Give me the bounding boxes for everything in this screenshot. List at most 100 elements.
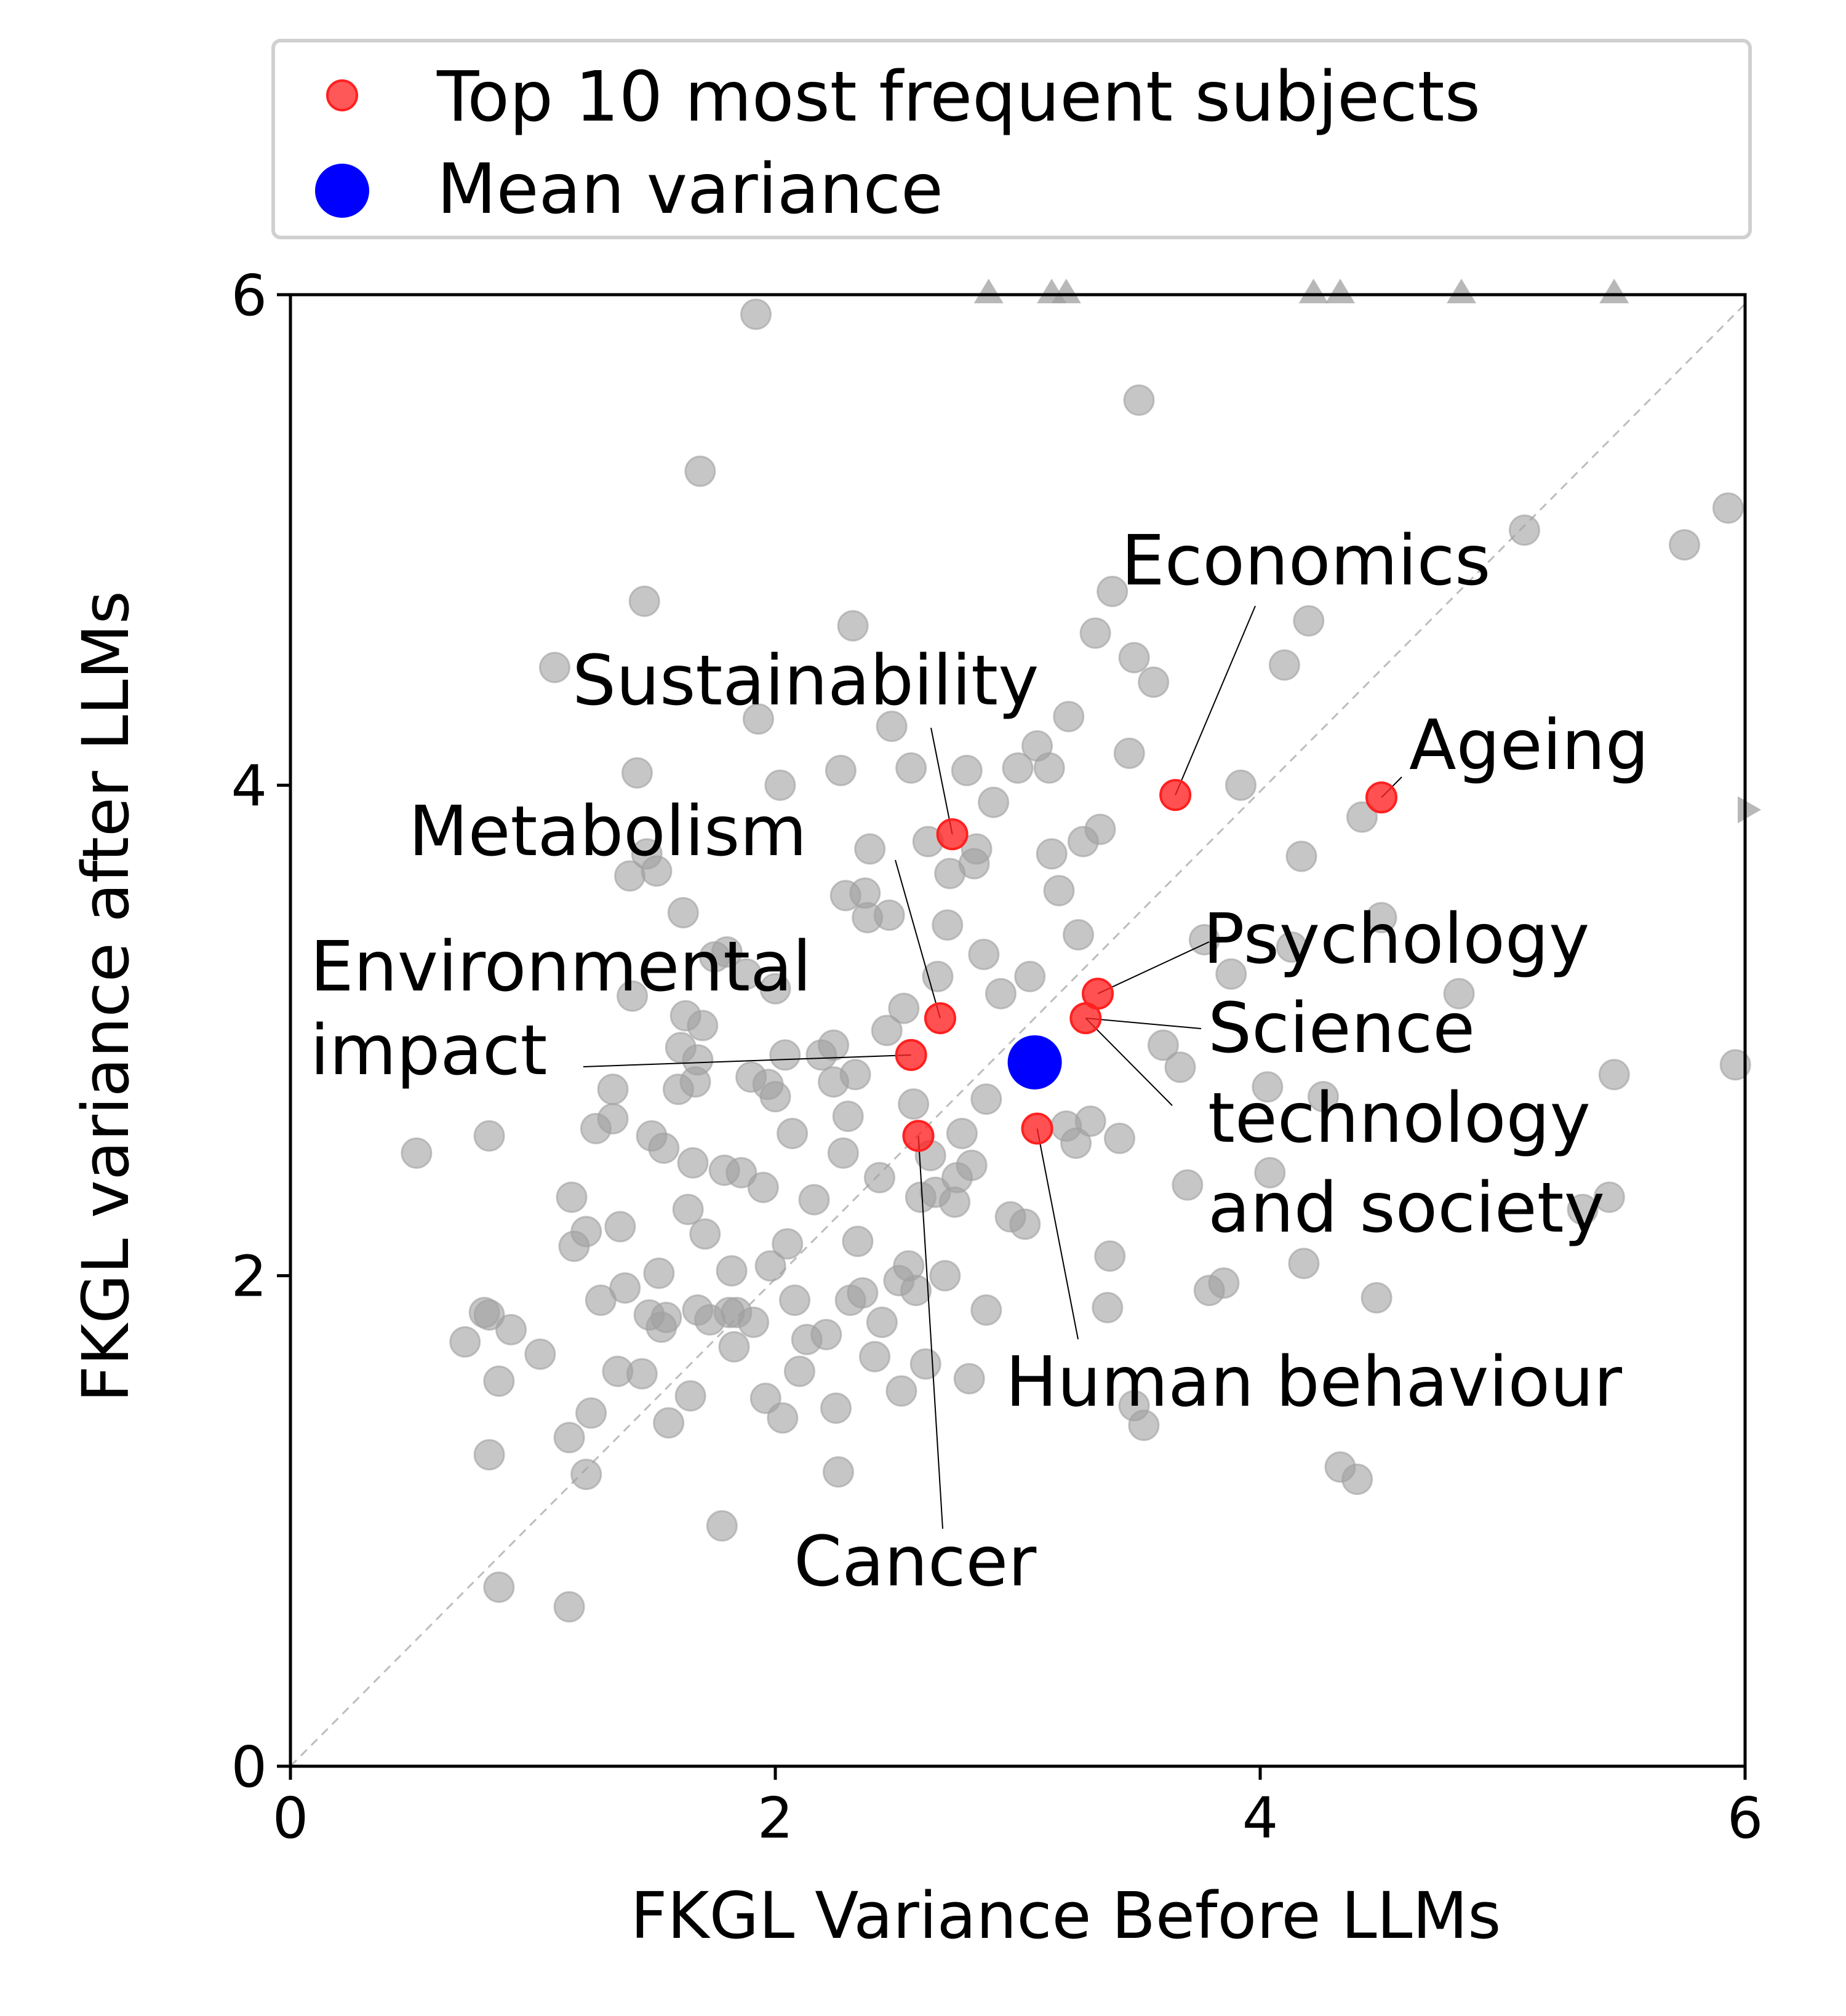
subject-point: [1014, 960, 1046, 992]
subject-point: [725, 1157, 757, 1189]
subject-point: [777, 1117, 809, 1149]
subject-point: [665, 1032, 697, 1064]
x-tick-label: 6: [1727, 1785, 1764, 1851]
subject-point: [575, 1397, 607, 1429]
annotation-connector: [1085, 1018, 1202, 1029]
subject-point: [667, 897, 699, 929]
top-subject-point: [902, 1120, 935, 1152]
y-tick-label: 0: [231, 1734, 267, 1800]
subject-point: [1293, 605, 1325, 637]
subject-point: [929, 1260, 961, 1292]
offscale-marker: [973, 279, 1004, 303]
subject-point: [1113, 738, 1145, 770]
subject-point: [672, 1193, 704, 1225]
subject-point: [798, 1184, 830, 1216]
y-tick-label: 6: [231, 263, 267, 329]
subject-point: [820, 1392, 852, 1424]
subject-point: [1225, 769, 1257, 801]
annotation-line: Science: [1208, 989, 1475, 1069]
annotation-line: impact: [310, 1011, 547, 1091]
subject-point: [473, 1120, 505, 1152]
subject-point: [783, 1355, 815, 1387]
annotation-ageing: Ageing: [1409, 706, 1649, 786]
subject-point: [473, 1439, 505, 1471]
subject-point: [1094, 1240, 1126, 1272]
subject-point: [677, 1147, 709, 1179]
subject-point: [674, 1380, 706, 1412]
subject-point: [617, 980, 649, 1012]
subject-point: [978, 786, 1010, 818]
subject-point: [922, 960, 954, 992]
points-layer: [401, 279, 1761, 1623]
legend-marker-top-subjects: [326, 79, 358, 111]
subject-point: [706, 1510, 738, 1542]
subject-point: [1074, 1106, 1106, 1137]
subject-point: [1443, 978, 1475, 1010]
subject-point: [738, 1306, 770, 1338]
subject-point: [1254, 1157, 1286, 1189]
x-tick-label: 0: [273, 1785, 309, 1851]
subject-point: [495, 1313, 527, 1345]
legend-frame: [271, 39, 1752, 239]
subject-point: [1123, 384, 1155, 416]
subject-point: [1009, 1208, 1041, 1240]
subject-point: [1276, 931, 1308, 963]
subject-point: [747, 1171, 779, 1203]
plot-frame: [289, 293, 1747, 1768]
subject-point: [822, 1456, 854, 1488]
subject-point: [1036, 838, 1068, 870]
subject-point: [1341, 1464, 1373, 1496]
subject-point: [538, 651, 570, 683]
subject-point: [1208, 1267, 1240, 1299]
annotation-metabolism: Metabolism: [409, 792, 807, 872]
subject-point: [818, 1029, 850, 1061]
subject-point: [909, 1348, 941, 1380]
subject-point: [1288, 1248, 1320, 1280]
subject-point: [946, 1117, 978, 1149]
subject-point: [483, 1571, 515, 1603]
subject-point: [1365, 902, 1397, 934]
diagonal-reference-line: [289, 303, 1746, 1767]
subject-point: [985, 978, 1017, 1010]
subject-point: [842, 1225, 874, 1257]
offscale-marker: [1298, 279, 1329, 303]
subject-point: [1128, 1409, 1160, 1441]
subject-point: [900, 1275, 932, 1307]
subject-point: [1033, 752, 1065, 784]
offscale-marker: [1447, 279, 1477, 303]
subject-point: [597, 1103, 629, 1135]
subject-point: [1103, 1122, 1135, 1154]
subject-point: [885, 1375, 917, 1407]
subject-point: [1567, 1193, 1599, 1225]
annotation-line: technology: [1208, 1078, 1591, 1158]
subject-point: [863, 1161, 895, 1193]
subject-point: [1084, 813, 1116, 845]
annotation-connector: [917, 1136, 943, 1529]
annotation-line: Environmental: [310, 927, 812, 1007]
top-subjects-layer: [895, 779, 1397, 1152]
subject-point: [716, 1255, 748, 1287]
x-tick-label: 2: [757, 1785, 794, 1851]
top-subject-point: [895, 1038, 927, 1071]
annotation-science-technology-society: Science technology and society: [1208, 989, 1605, 1248]
subject-point: [953, 1363, 985, 1395]
subject-point: [730, 958, 762, 990]
subject-point: [742, 703, 774, 735]
subject-point: [473, 1299, 505, 1331]
subject-point: [932, 909, 964, 941]
subject-point: [553, 1422, 585, 1454]
legend-label-top-subjects: Top 10 most frequent subjects: [436, 57, 1480, 137]
annotation-environmental-impact: Environmental impact: [310, 927, 812, 1091]
annotation-connector: [1036, 1128, 1079, 1340]
top-subject-point: [1365, 781, 1397, 814]
subject-point: [1079, 617, 1111, 649]
subject-point: [711, 936, 743, 968]
subject-point: [956, 1149, 988, 1181]
subject-point: [1712, 492, 1744, 524]
annotation-connector: [895, 859, 941, 1019]
subject-point: [718, 1331, 750, 1363]
annotation-psychology: Psychology: [1203, 899, 1589, 979]
subject-point: [871, 1014, 903, 1046]
